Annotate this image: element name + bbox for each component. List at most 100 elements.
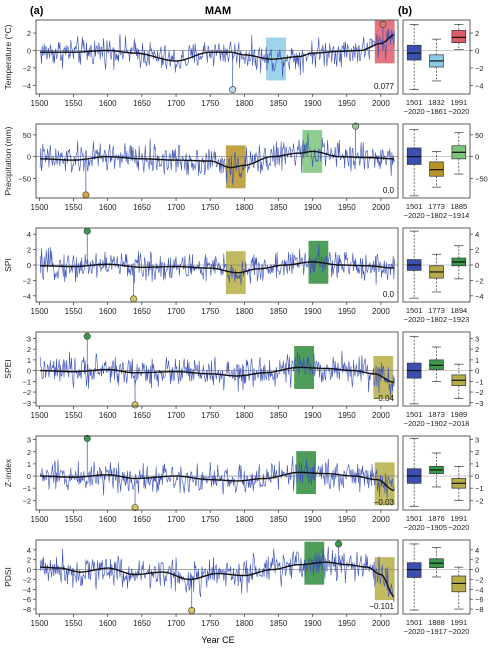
- box-label-end: −2018: [448, 419, 469, 428]
- y-axis-label: Temperature (°C): [3, 24, 13, 89]
- box-y-tick-label: 2: [475, 345, 479, 354]
- box-label-end: −1802: [426, 211, 447, 220]
- x-tick-label: 1550: [65, 203, 83, 212]
- x-tick-label: 1550: [65, 515, 83, 524]
- box-label-start: 1501: [406, 202, 423, 211]
- box-label-start: 1501: [406, 618, 423, 627]
- y-tick-label: −2: [22, 64, 31, 73]
- panel-4: 1500 1550 1600 1650 1700 1750 1800 1850 1900 1950…: [3, 331, 399, 420]
- box-y-tick-label: 1: [475, 356, 479, 365]
- y-axis-label: Precipitation (mm): [3, 126, 13, 195]
- box-y-tick-label: 0: [475, 153, 479, 162]
- x-tick-label: 1700: [167, 619, 185, 628]
- box-y-tick-label: 3: [475, 436, 479, 445]
- x-tick-label: 1800: [235, 411, 253, 420]
- chart-title: MAM: [205, 5, 231, 17]
- x-tick-label: 1700: [167, 307, 185, 316]
- extreme-marker-1: [188, 607, 196, 615]
- x-tick-label: 1500: [31, 619, 49, 628]
- panel-b-frame: [402, 19, 471, 95]
- y-axis-label: PDSI: [3, 567, 13, 587]
- box-y-tick-label: 0: [475, 566, 479, 575]
- trend-value: −0.101: [369, 602, 394, 611]
- y-tick-label: −2: [22, 575, 31, 584]
- box-label-start: 1888: [428, 618, 445, 627]
- panels: 1500 1550 1600 1650 1700 1750 1800 1850 1900 1950…: [3, 19, 488, 636]
- box-label-end: −1861: [426, 107, 447, 116]
- x-tick-label: 1850: [270, 619, 288, 628]
- extreme-marker-2: [335, 540, 343, 548]
- panel-3: 1500 1550 1600 1650 1700 1750 1800 1850 1900 1950…: [3, 227, 399, 316]
- panel-5: 1500 1550 1600 1650 1700 1750 1800 1850 1900 1950…: [3, 434, 399, 524]
- box-label-end: −2020: [448, 107, 469, 116]
- y-tick-label: 0: [27, 566, 31, 575]
- x-tick-label: 1900: [304, 619, 322, 628]
- panel-1: 1500 1550 1600 1650 1700 1750 1800 1850 1900 1950…: [3, 19, 399, 108]
- box-label-start: 1501: [406, 98, 423, 107]
- y-tick-label: 4: [27, 230, 31, 239]
- y-tick-label: −1: [22, 484, 31, 493]
- box-y-tick-label: −2: [475, 64, 484, 73]
- y-tick-label: 1: [27, 356, 31, 365]
- box-y-tick-label: 3: [475, 334, 479, 343]
- box-label-end: −2020: [404, 211, 425, 220]
- x-tick-label: 1600: [99, 203, 117, 212]
- x-tick-label: 1600: [99, 307, 117, 316]
- x-tick-label: 1650: [133, 619, 151, 628]
- x-tick-label: 1950: [338, 203, 356, 212]
- x-tick-label: 1850: [270, 515, 288, 524]
- x-tick-label: 1500: [31, 411, 49, 420]
- y-tick-label: −8: [22, 605, 31, 614]
- box-label-start: 1876: [428, 514, 445, 523]
- y-tick-label: −2: [22, 496, 31, 505]
- box-body: [429, 161, 444, 177]
- x-tick-label: 1750: [201, 411, 219, 420]
- extreme-marker-1: [83, 227, 91, 235]
- box-y-tick-label: 2: [475, 246, 479, 255]
- x-tick-label: 1800: [235, 515, 253, 524]
- y-tick-label: 4: [27, 546, 31, 555]
- box-label-start: 1501: [406, 514, 423, 523]
- panel-a-frame: [35, 331, 399, 407]
- trend-value: 0.0: [383, 290, 395, 299]
- box-body: [451, 30, 467, 43]
- x-tick-label: 1950: [338, 411, 356, 420]
- box-y-tick-label: 4: [475, 546, 479, 555]
- x-tick-label: 1600: [99, 619, 117, 628]
- x-tick-label: 1950: [338, 619, 356, 628]
- box-label-end: −2020: [404, 107, 425, 116]
- extreme-marker-1: [229, 86, 237, 94]
- box-label-start: 1989: [450, 410, 467, 419]
- box-y-tick-label: −8: [475, 605, 484, 614]
- smoothed-line: [40, 561, 395, 598]
- y-axis-label: SPI: [3, 258, 13, 272]
- box-y-tick-label: 0: [475, 472, 479, 481]
- x-tick-label: 1850: [270, 99, 288, 108]
- panel-6: 1500 1550 1600 1650 1700 1750 1800 1850 1900 1950…: [3, 539, 399, 628]
- box-label-start: 1873: [428, 410, 445, 419]
- y-tick-label: 0: [27, 367, 31, 376]
- x-tick-label: 1500: [31, 307, 49, 316]
- smoothed-line: [40, 34, 395, 62]
- box-y-tick-label: 2: [475, 448, 479, 457]
- box-label-end: −2020: [448, 523, 469, 532]
- box-label-start: 1885: [450, 202, 467, 211]
- extreme-marker-2: [379, 20, 387, 28]
- x-tick-label: 2000: [372, 203, 390, 212]
- box-y-tick-label: 50: [475, 131, 483, 140]
- x-tick-label: 1750: [201, 307, 219, 316]
- x-tick-label: 1850: [270, 203, 288, 212]
- box-y-tick-label: 2: [475, 29, 479, 38]
- box-y-tick-label: 0: [475, 261, 479, 270]
- x-tick-label: 1650: [133, 515, 151, 524]
- y-tick-label: 1: [27, 460, 31, 469]
- box-label-end: −1902: [426, 419, 447, 428]
- extreme-marker-1: [82, 191, 90, 199]
- panel-a-label: (a): [30, 5, 44, 17]
- extreme-marker-2: [130, 295, 138, 303]
- x-tick-label: 1750: [201, 515, 219, 524]
- box-y-tick-label: 0: [475, 367, 479, 376]
